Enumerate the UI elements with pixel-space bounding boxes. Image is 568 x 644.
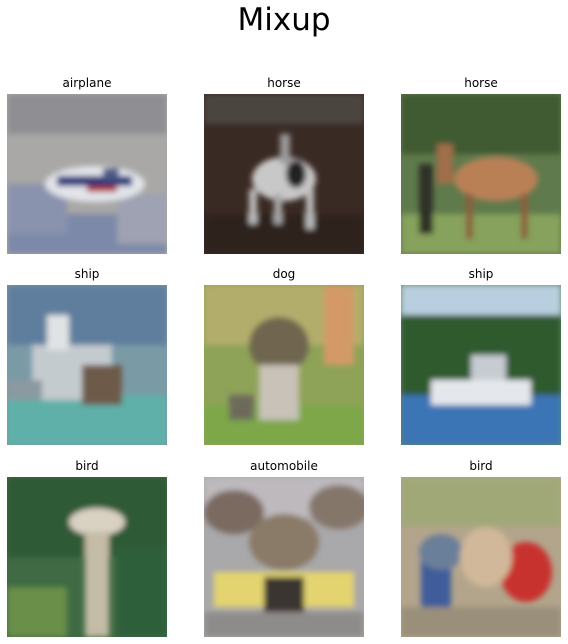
panel-9: bird bbox=[401, 459, 561, 637]
panel-label: bird bbox=[75, 459, 99, 473]
panel-1: airplane bbox=[7, 76, 167, 254]
panel-label: ship bbox=[468, 267, 494, 281]
panel-5: dog bbox=[204, 267, 364, 445]
panel-4: ship bbox=[7, 267, 167, 445]
automobile-image bbox=[204, 477, 364, 637]
panel-8: automobile bbox=[204, 459, 364, 637]
ship-image bbox=[7, 285, 167, 445]
panel-label: dog bbox=[272, 267, 296, 281]
bird-image bbox=[401, 477, 561, 637]
horse-image bbox=[204, 94, 364, 254]
bird-image bbox=[7, 477, 167, 637]
panel-2: horse bbox=[204, 76, 364, 254]
panel-3: horse bbox=[401, 76, 561, 254]
dog-image bbox=[204, 285, 364, 445]
panel-label: horse bbox=[464, 76, 498, 90]
panel-6: ship bbox=[401, 267, 561, 445]
horse-image bbox=[401, 94, 561, 254]
figure-title: Mixup bbox=[237, 2, 331, 38]
ship-image bbox=[401, 285, 561, 445]
airplane-image bbox=[7, 94, 167, 254]
panel-label: automobile bbox=[250, 459, 318, 473]
panel-label: airplane bbox=[62, 76, 112, 90]
panel-label: ship bbox=[74, 267, 100, 281]
panel-label: horse bbox=[267, 76, 301, 90]
panel-7: bird bbox=[7, 459, 167, 637]
panel-label: bird bbox=[469, 459, 493, 473]
